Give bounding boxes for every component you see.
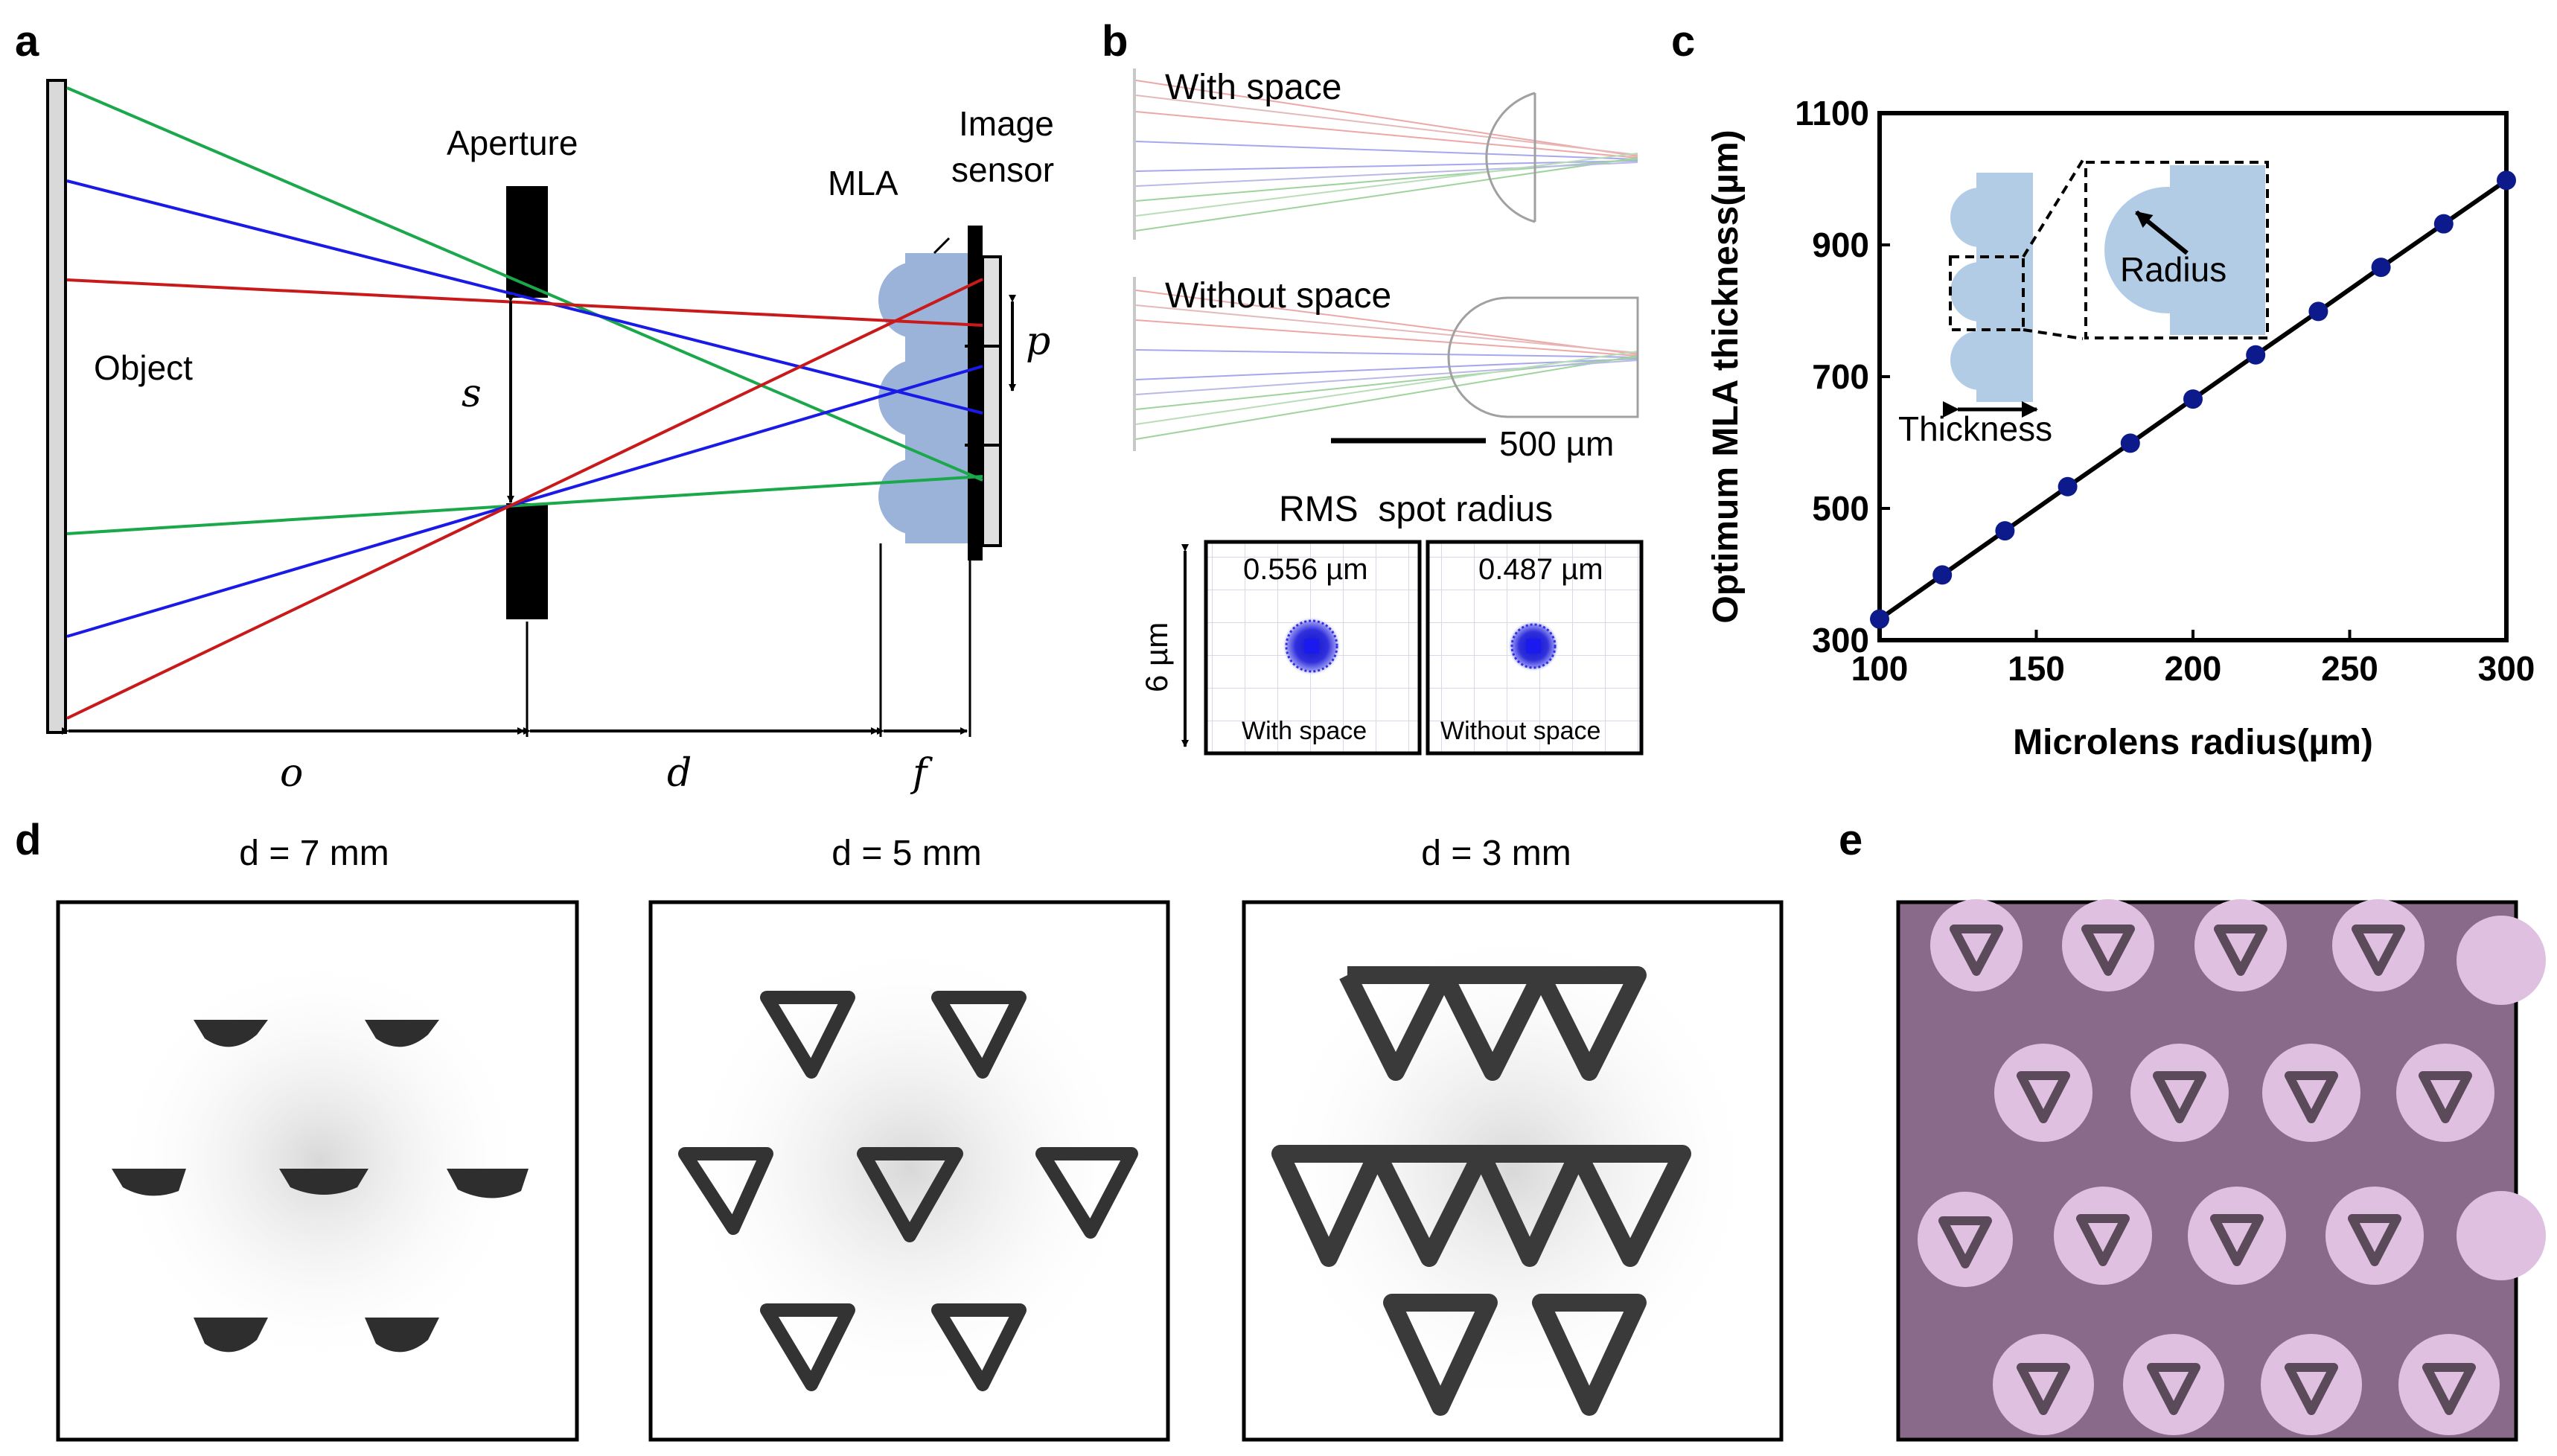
y-tick-label: 300 [1812,621,1869,660]
inset-thickness-label: Thickness [1898,409,2052,448]
d-label-7mm: d = 7 mm [239,834,389,873]
radius-arrow [2135,210,2189,255]
aperture-label: Aperture [447,124,578,162]
data-point [1932,565,1953,585]
mla-inset: Radius Thickness [1898,159,2269,448]
axis-ticks: 100 150 200 250 300 300 500 700 900 1100 [1795,94,2535,688]
data-point [2308,301,2328,322]
y-axis-label: Optimum MLA thickness(µm) [1706,130,1746,623]
y-tick-label: 1100 [1795,94,1869,132]
spot-caption-with-space: With space [1242,717,1367,745]
panel-label-e: e [1839,816,1862,864]
rays-green [66,86,983,535]
panel-d: d = 7 mm d = 5 mm d = 3 mm [56,834,1784,1442]
image-sensor-label-1: Image [959,104,1054,143]
object-plate [46,79,67,734]
panel-label-d: d [15,816,41,864]
panel-c-chart: 100 150 200 250 300 300 500 700 900 1100 Microlen… [1706,94,2535,762]
y-tick-label: 500 [1812,489,1869,528]
image-d-7mm [56,900,579,1442]
x-axis-label: Microlens radius(µm) [2013,723,2373,762]
with-space-label: With space [1165,68,1341,107]
panel-e-micrograph [1896,899,2546,1442]
aperture-top [506,186,548,298]
data-point [2183,389,2203,409]
x-tick-label: 150 [2008,649,2065,688]
image-sensor-label-2: sensor [951,150,1054,189]
d-label-5mm: d = 5 mm [831,834,981,873]
spot-diagram-with-space: 0.556 µm With space [1204,540,1422,756]
data-point [2120,433,2140,453]
rms-title: RMS spot radius [1279,490,1553,529]
image-d-3mm [1242,900,1784,1442]
p-label: p [1026,319,1050,364]
data-point [2371,258,2391,278]
data-point [2433,214,2454,234]
inset-radius-label: Radius [2120,250,2226,289]
panel-a-diagram: Object Aperture MLA Image sensor s p o d… [46,79,1054,796]
raytrace-without-space [1133,277,1639,451]
scale-bar-label: 500 µm [1499,424,1614,463]
f-label: f [910,751,933,796]
image-d-5mm [648,900,1170,1442]
s-label: s [462,371,482,416]
spot-caption-without-space: Without space [1440,717,1600,745]
d-label: d [667,751,692,796]
data-points [1870,170,2516,629]
spot-value-without-space: 0.487 µm [1478,553,1603,586]
panel-label-a: a [15,17,39,66]
spot-size-label: 6 µm [1139,622,1174,692]
mla-label: MLA [828,164,898,202]
data-point [1870,609,1889,629]
without-space-label: Without space [1165,276,1391,316]
data-point [2497,170,2516,191]
rays-blue [66,179,983,638]
y-tick-label: 900 [1812,226,1869,264]
data-point [2058,476,2078,496]
image-sensor [968,226,983,561]
x-tick-label: 250 [2321,649,2378,688]
rays-red [66,278,983,720]
x-tick-label: 100 [1851,649,1909,688]
o-label: o [280,751,303,796]
panel-b: 500 µm With space Without space RMS spot… [1133,68,1644,756]
y-tick-label: 700 [1812,357,1869,396]
spot-value-with-space: 0.556 µm [1243,553,1368,586]
aperture-bottom [506,503,548,619]
object-label: Object [94,348,193,387]
x-tick-label: 200 [2165,649,2222,688]
panel-label-c: c [1671,17,1695,66]
panel-label-b: b [1102,17,1128,66]
x-tick-label: 300 [2478,649,2535,688]
raytrace-with-space [1133,68,1638,240]
data-point [1995,521,2015,541]
spot-diagram-without-space: 0.487 µm Without space [1426,540,1644,756]
d-label-3mm: d = 3 mm [1421,834,1571,873]
data-point [2246,345,2266,365]
sensor-housing [981,255,1002,547]
